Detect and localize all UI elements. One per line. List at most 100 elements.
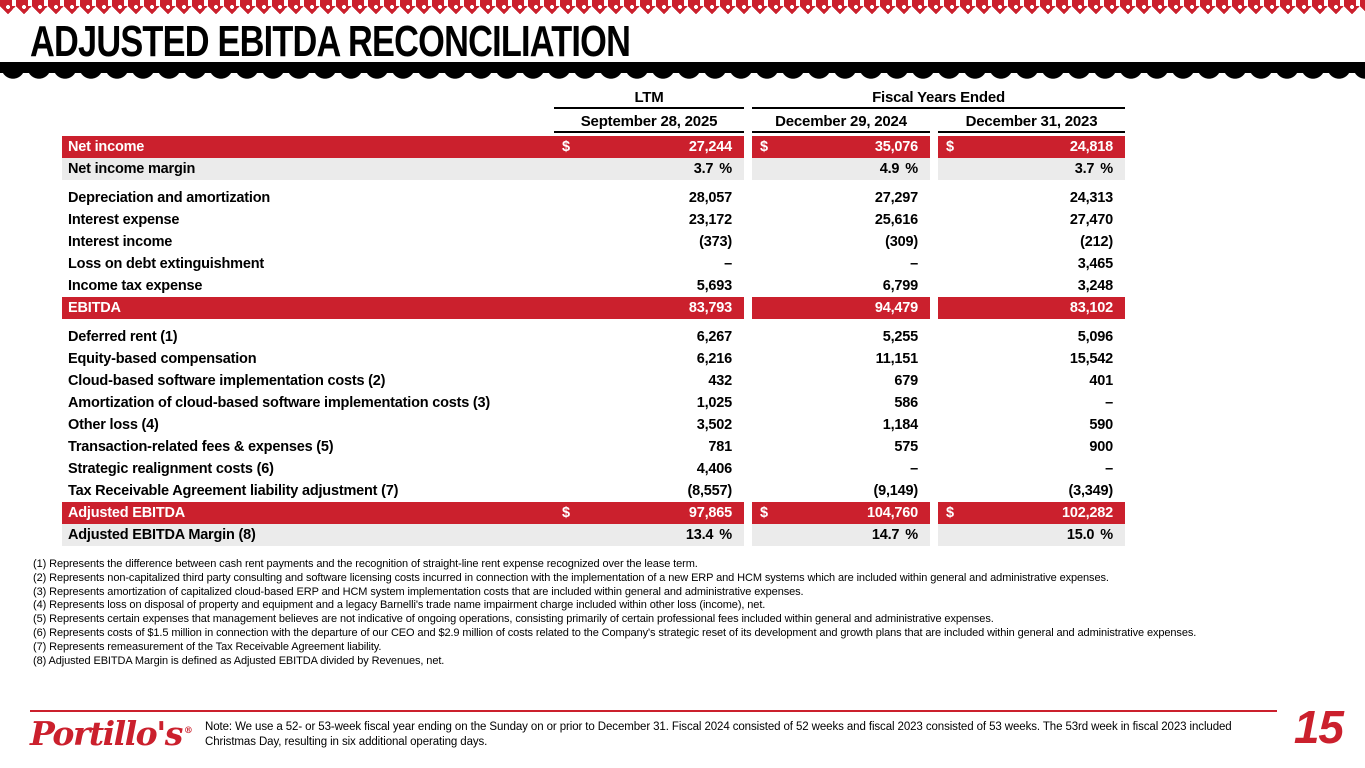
value-cell: $97,865 [554,502,744,524]
footnote: (5) Represents certain expenses that man… [33,613,994,626]
table-row: Strategic realignment costs (6) 4,406 – – [62,458,1125,480]
cell-value: 6,216 [696,351,732,367]
table-row: Deferred rent (1) 6,267 5,255 5,096 [62,326,1125,348]
cell-value: 94,479 [874,300,918,316]
cell-value: – [1105,461,1113,477]
cell-value: 432 [708,373,732,389]
value-cell: 23,172 [554,209,744,231]
percent-sign: % [1100,161,1113,177]
row-label: Cloud-based software implementation cost… [68,373,386,389]
value-cell: 1,025 [554,392,744,414]
value-cell: 5,255 [752,326,930,348]
value-cell: 679 [752,370,930,392]
cell-value: (212) [1080,234,1113,250]
dollar-sign: $ [760,139,768,155]
registered-mark-icon: ® [183,726,193,736]
table-row: Transaction-related fees & expenses (5) 7… [62,436,1125,458]
cell-value: – [1105,395,1113,411]
value-cell: 27,297 [752,187,930,209]
table-row: Interest expense 23,172 25,616 27,470 [62,209,1125,231]
title-underline-bar [0,62,1365,80]
table-row: Income tax expense 5,693 6,799 3,248 [62,275,1125,297]
value-cell: 13.4% [554,524,744,546]
cell-value: 24,313 [1069,190,1113,206]
value-cell: 3,248 [938,275,1125,297]
value-cell: (212) [938,231,1125,253]
column-group-ltm: LTM [554,88,744,109]
cell-value: 15,542 [1069,351,1113,367]
value-cell: (309) [752,231,930,253]
value-cell: 6,799 [752,275,930,297]
value-cell: (3,349) [938,480,1125,502]
cell-value: 25,616 [874,212,918,228]
cell-value: – [910,256,918,272]
cell-value: 104,760 [866,505,918,521]
row-label: Other loss (4) [68,417,159,433]
footer-divider [30,710,1277,712]
dollar-sign: $ [946,139,954,155]
value-cell: (9,149) [752,480,930,502]
cell-value: 97,865 [688,505,732,521]
table-row: Loss on debt extinguishment – – 3,465 [62,253,1125,275]
cell-value: 3,502 [696,417,732,433]
footnotes: (1) Represents the difference between ca… [33,558,1196,668]
cell-value: 6,267 [696,329,732,345]
value-cell: 590 [938,414,1125,436]
table-row: Tax Receivable Agreement liability adjus… [62,480,1125,502]
table-row: Adjusted EBITDA $97,865 $104,760 $102,282 [62,502,1125,524]
value-cell: 3,502 [554,414,744,436]
page-title: ADJUSTED EBITDA RECONCILIATION [30,17,631,66]
cell-value: 35,076 [874,139,918,155]
value-cell: (373) [554,231,744,253]
row-label: Interest income [68,234,173,250]
value-cell: 3.7% [554,158,744,180]
value-cell: – [752,253,930,275]
row-label: Interest expense [68,212,180,228]
cell-value: 3,465 [1077,256,1113,272]
value-cell: 27,470 [938,209,1125,231]
percent-sign: % [905,161,918,177]
percent-sign: % [905,527,918,543]
table-row: Net income $27,244 $35,076 $24,818 [62,136,1125,158]
cell-value: (3,349) [1068,483,1113,499]
value-cell: 575 [752,436,930,458]
value-cell: $27,244 [554,136,744,158]
cell-value: 575 [894,439,918,455]
footnote: (7) Represents remeasurement of the Tax … [33,640,382,653]
cell-value: 781 [708,439,732,455]
row-label: Amortization of cloud-based software imp… [68,395,491,411]
table-row: EBITDA 83,793 94,479 83,102 [62,297,1125,319]
column-group-fiscal-years: Fiscal Years Ended [752,88,1125,109]
value-cell: 28,057 [554,187,744,209]
value-cell: 5,096 [938,326,1125,348]
value-cell: 83,102 [938,297,1125,319]
row-label: Tax Receivable Agreement liability adjus… [68,483,399,499]
row-label: Adjusted EBITDA [62,502,554,524]
value-cell: $104,760 [752,502,930,524]
value-cell: (8,557) [554,480,744,502]
cell-value: 23,172 [688,212,732,228]
table-row: Interest income (373) (309) (212) [62,231,1125,253]
cell-value: 11,151 [875,351,919,367]
cell-value: 28,057 [688,190,732,206]
footnote: (3) Represents amortization of capitaliz… [33,585,804,598]
percent-sign: % [719,527,732,543]
percent-sign: % [719,161,732,177]
value-cell: 401 [938,370,1125,392]
value-cell: 1,184 [752,414,930,436]
percent-sign: % [1100,527,1113,543]
portillos-logo: Portillo's ® [30,714,193,753]
footnote: (1) Represents the difference between ca… [33,558,698,570]
cell-value: (9,149) [873,483,918,499]
row-label: Deferred rent (1) [68,329,178,345]
value-cell: 6,267 [554,326,744,348]
table-row-gap [62,319,1125,326]
cell-value: 5,693 [696,278,732,294]
cell-value: 3,248 [1077,278,1113,294]
dollar-sign: $ [562,505,570,521]
value-cell: – [554,253,744,275]
row-label: Strategic realignment costs (6) [68,461,274,477]
cell-value: 27,470 [1069,212,1113,228]
cell-value: (8,557) [687,483,732,499]
cell-value: 24,818 [1069,139,1113,155]
